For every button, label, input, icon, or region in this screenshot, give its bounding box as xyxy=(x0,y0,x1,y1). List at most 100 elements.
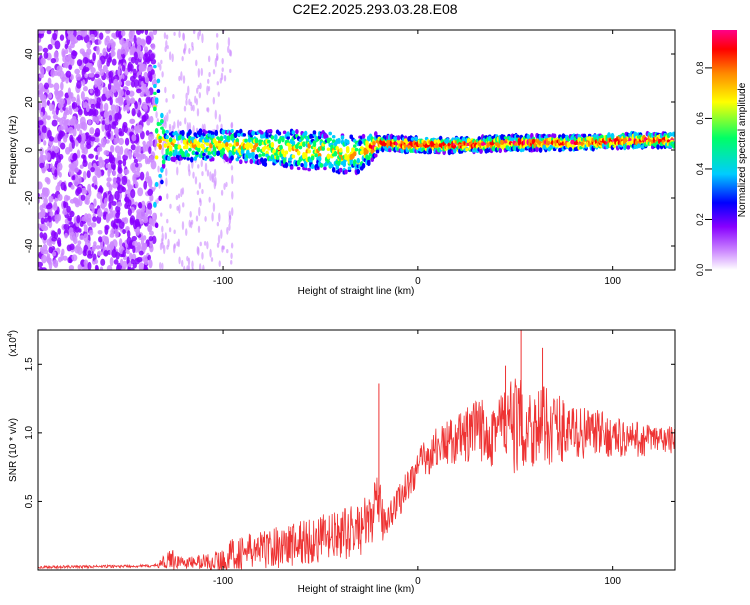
heatmap-cell xyxy=(150,69,155,75)
heatmap-cell xyxy=(212,173,215,183)
heatmap-cell xyxy=(326,147,331,151)
heatmap-cell xyxy=(161,71,164,78)
heatmap-cell xyxy=(204,216,207,222)
heatmap-cell xyxy=(82,122,88,131)
heatmap-cell xyxy=(97,59,102,69)
heatmap-cell xyxy=(165,168,168,177)
heatmap-cell xyxy=(42,225,49,231)
heatmap-cell xyxy=(68,167,75,177)
heatmap-cell xyxy=(108,194,114,204)
heatmap-cell xyxy=(50,152,57,158)
heatmap-cell xyxy=(40,217,45,225)
heatmap-cell xyxy=(192,104,195,112)
heatmap-cell xyxy=(150,58,157,65)
heatmap-cell xyxy=(209,171,212,181)
heatmap-cell xyxy=(63,120,68,128)
heatmap-cell xyxy=(582,133,587,138)
heatmap-cell xyxy=(38,223,42,229)
heatmap-cell xyxy=(112,169,117,176)
heatmap-cell xyxy=(314,153,318,158)
heatmap-cell xyxy=(205,138,210,143)
heatmap-cell xyxy=(231,207,234,217)
heatmap-cell xyxy=(260,131,264,135)
heatmap-cell xyxy=(101,235,107,241)
heatmap-cell xyxy=(150,43,156,50)
heatmap-cell xyxy=(300,163,304,168)
heatmap-cell xyxy=(201,251,204,260)
heatmap-cell xyxy=(117,159,123,165)
heatmap-cell xyxy=(112,182,118,189)
heatmap-cell xyxy=(97,39,102,45)
heatmap-cell xyxy=(81,132,86,142)
heatmap-cell xyxy=(230,165,234,171)
heatmap-cell xyxy=(265,132,269,139)
heatmap-cell xyxy=(157,165,160,173)
heatmap-cell xyxy=(90,67,96,74)
spectrogram-panel: -100 0 100 -40 -20 0 20 40 Height of straight … xyxy=(8,29,676,297)
spectrogram-y-ticks: -40 -20 0 20 40 xyxy=(24,48,675,253)
heatmap-cell xyxy=(94,259,99,264)
heatmap-cell xyxy=(138,262,145,270)
heatmap-cell xyxy=(165,129,169,134)
heatmap-cell xyxy=(54,169,58,178)
heatmap-cell xyxy=(83,233,89,243)
heatmap-cell xyxy=(52,251,57,257)
heatmap-cell xyxy=(111,58,117,66)
heatmap-cell xyxy=(179,121,182,126)
heatmap-cell xyxy=(323,166,327,171)
heatmap-cell xyxy=(119,89,124,97)
heatmap-cell xyxy=(114,190,120,201)
heatmap-cell xyxy=(55,106,59,116)
heatmap-cell xyxy=(188,169,191,177)
heatmap-cell xyxy=(197,164,200,169)
heatmap-cell xyxy=(120,30,126,37)
heatmap-cell xyxy=(86,135,92,141)
heatmap-cell xyxy=(100,102,104,112)
heatmap-cell xyxy=(124,137,130,146)
figure-title: C2E2.2025.293.03.28.E08 xyxy=(292,1,457,17)
heatmap-cell xyxy=(213,168,217,178)
heatmap-cell xyxy=(90,222,97,228)
heatmap-cell xyxy=(43,140,47,146)
heatmap-cell xyxy=(46,115,51,121)
heatmap-cell xyxy=(206,241,209,250)
heatmap-cell xyxy=(88,229,94,236)
heatmap-cell xyxy=(76,80,82,89)
snr-y-label: SNR (10 * v/v) xyxy=(8,418,19,482)
heatmap-cell xyxy=(227,36,231,47)
heatmap-cell xyxy=(552,133,557,139)
heatmap-cell xyxy=(206,85,209,96)
heatmap-cell xyxy=(178,30,181,39)
heatmap-cell xyxy=(62,50,66,57)
snr-y-scale: (x104) xyxy=(7,330,19,357)
heatmap-cell xyxy=(142,144,147,153)
y-tick-label: 1.5 xyxy=(24,357,35,371)
heatmap-cell xyxy=(58,90,63,95)
heatmap-cell xyxy=(86,170,91,179)
heatmap-cell xyxy=(205,142,210,147)
heatmap-cell xyxy=(672,143,675,149)
heatmap-cell xyxy=(176,119,180,129)
heatmap-cell xyxy=(220,123,223,130)
heatmap-cell xyxy=(216,81,219,86)
heatmap-cell xyxy=(66,205,71,213)
heatmap-cell xyxy=(75,73,82,81)
heatmap-cell xyxy=(328,137,333,142)
heatmap-cell xyxy=(349,134,354,139)
heatmap-cell xyxy=(186,122,190,132)
heatmap-cell xyxy=(109,242,115,250)
heatmap-cell xyxy=(172,138,176,144)
x-tick-label: -100 xyxy=(213,576,233,587)
heatmap-cell xyxy=(600,134,604,139)
heatmap-cell xyxy=(50,58,57,64)
heatmap-cell xyxy=(233,133,238,137)
heatmap-cell xyxy=(57,193,63,202)
heatmap-cell xyxy=(94,73,100,79)
heatmap-cell xyxy=(303,130,308,136)
heatmap-cell xyxy=(326,153,331,160)
heatmap-cell xyxy=(43,249,49,255)
heatmap-cell xyxy=(115,176,121,185)
heatmap-cell xyxy=(74,68,81,75)
heatmap-cell xyxy=(115,212,120,219)
heatmap-cell xyxy=(185,99,188,106)
